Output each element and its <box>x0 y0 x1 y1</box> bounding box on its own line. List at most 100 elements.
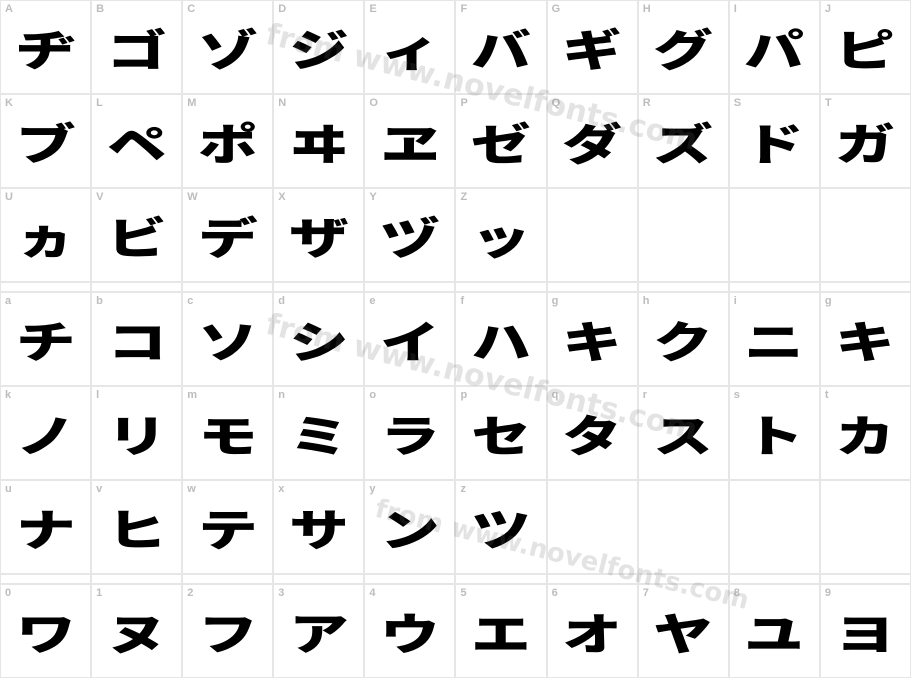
cell-label: x <box>278 483 284 495</box>
cell-label: b <box>96 295 103 307</box>
glyph: ソ <box>198 317 257 361</box>
glyph: ブ <box>16 119 75 163</box>
glyph: ポ <box>198 119 257 163</box>
glyph: ッ <box>471 213 530 257</box>
glyph: サ <box>289 505 348 549</box>
glyph-cell: nミ <box>273 386 364 480</box>
glyph: カ <box>836 411 895 455</box>
glyph: ツ <box>471 505 530 549</box>
cell-label: o <box>369 389 376 401</box>
glyph-cell: uナ <box>0 480 91 574</box>
glyph-cell: Vビ <box>91 188 182 282</box>
glyph-cell: Hグ <box>638 0 729 94</box>
glyph: ミ <box>289 411 348 455</box>
glyph-cell: kノ <box>0 386 91 480</box>
cell-label: K <box>5 97 13 109</box>
glyph-cell: Bゴ <box>91 0 182 94</box>
glyph-cell <box>729 188 820 282</box>
cell-label: 4 <box>369 587 375 599</box>
spacer-row <box>0 574 911 584</box>
cell-label: 1 <box>96 587 102 599</box>
glyph: ピ <box>836 25 895 69</box>
cell-label: T <box>825 97 832 109</box>
glyph: ヵ <box>16 213 75 257</box>
glyph-cell <box>638 188 729 282</box>
font-character-map: from www.novelfonts.comfrom www.novelfon… <box>0 0 911 678</box>
glyph-cell: Tガ <box>820 94 911 188</box>
glyph: ギ <box>562 25 621 69</box>
glyph-cell: mモ <box>182 386 273 480</box>
glyph-cell: pセ <box>455 386 546 480</box>
glyph-cell: xサ <box>273 480 364 574</box>
cell-label: s <box>734 389 740 401</box>
glyph: リ <box>107 411 166 455</box>
glyph-row: 0ワ1ヌ2フ3ア4ウ5エ6オ7ヤ8ユ9ヨ <box>0 584 911 678</box>
glyph: ユ <box>745 609 804 653</box>
cell-label: u <box>5 483 12 495</box>
glyph-cell: Nヰ <box>273 94 364 188</box>
glyph-cell: Zッ <box>455 188 546 282</box>
cell-label: 2 <box>187 587 193 599</box>
glyph-cell: 7ヤ <box>638 584 729 678</box>
glyph-cell: wテ <box>182 480 273 574</box>
glyph-cell <box>638 480 729 574</box>
cell-label: w <box>187 483 196 495</box>
cell-label: L <box>96 97 103 109</box>
glyph-cell <box>820 188 911 282</box>
glyph: ド <box>745 119 804 163</box>
glyph: ス <box>654 411 713 455</box>
glyph-cell: Iパ <box>729 0 820 94</box>
cell-label: c <box>187 295 193 307</box>
spacer-cell <box>455 282 546 292</box>
glyph-cell: tカ <box>820 386 911 480</box>
glyph-cell: 8ユ <box>729 584 820 678</box>
spacer-cell <box>182 574 273 584</box>
cell-label: 6 <box>552 587 558 599</box>
cell-label: Q <box>552 97 561 109</box>
glyph: ウ <box>380 609 439 653</box>
cell-label: d <box>278 295 285 307</box>
glyph: ジ <box>289 25 348 69</box>
glyph-cell: Rズ <box>638 94 729 188</box>
glyph-cell: Dジ <box>273 0 364 94</box>
glyph-cell: eイ <box>364 292 455 386</box>
glyph-row: kノlリmモnミoラpセqタrスsトtカ <box>0 386 911 480</box>
glyph: ヌ <box>107 609 166 653</box>
spacer-cell <box>91 574 182 584</box>
glyph: キ <box>562 317 621 361</box>
glyph-cell: 6オ <box>547 584 638 678</box>
glyph-cell: zツ <box>455 480 546 574</box>
glyph: シ <box>289 317 348 361</box>
glyph: ヂ <box>16 25 75 69</box>
glyph-cell: Fバ <box>455 0 546 94</box>
glyph-cell: Aヂ <box>0 0 91 94</box>
glyph-cell: 9ヨ <box>820 584 911 678</box>
glyph-row: aチbコcソdシeイfハgキhクiニgキ <box>0 292 911 386</box>
glyph-cell: 0ワ <box>0 584 91 678</box>
glyph-cell: 4ウ <box>364 584 455 678</box>
glyph-cell: Gギ <box>547 0 638 94</box>
glyph: ヒ <box>107 505 166 549</box>
glyph-cell <box>729 480 820 574</box>
cell-label: Z <box>460 191 467 203</box>
cell-label: S <box>734 97 741 109</box>
glyph-cell: bコ <box>91 292 182 386</box>
glyph: オ <box>562 609 621 653</box>
cell-label: I <box>734 3 737 15</box>
glyph: ペ <box>107 119 166 163</box>
glyph: テ <box>198 505 257 549</box>
spacer-cell <box>729 574 820 584</box>
cell-label: i <box>734 295 737 307</box>
glyph: ヱ <box>380 119 439 163</box>
cell-label: 9 <box>825 587 831 599</box>
glyph: セ <box>471 411 530 455</box>
glyph-row: UヵVビWデXザYヅZッ <box>0 188 911 282</box>
glyph: ヨ <box>836 609 895 653</box>
glyph: デ <box>198 213 257 257</box>
spacer-cell <box>820 574 911 584</box>
spacer-cell <box>729 282 820 292</box>
cell-label: m <box>187 389 197 401</box>
glyph: ハ <box>471 317 530 361</box>
glyph-cell: dシ <box>273 292 364 386</box>
cell-label: 8 <box>734 587 740 599</box>
